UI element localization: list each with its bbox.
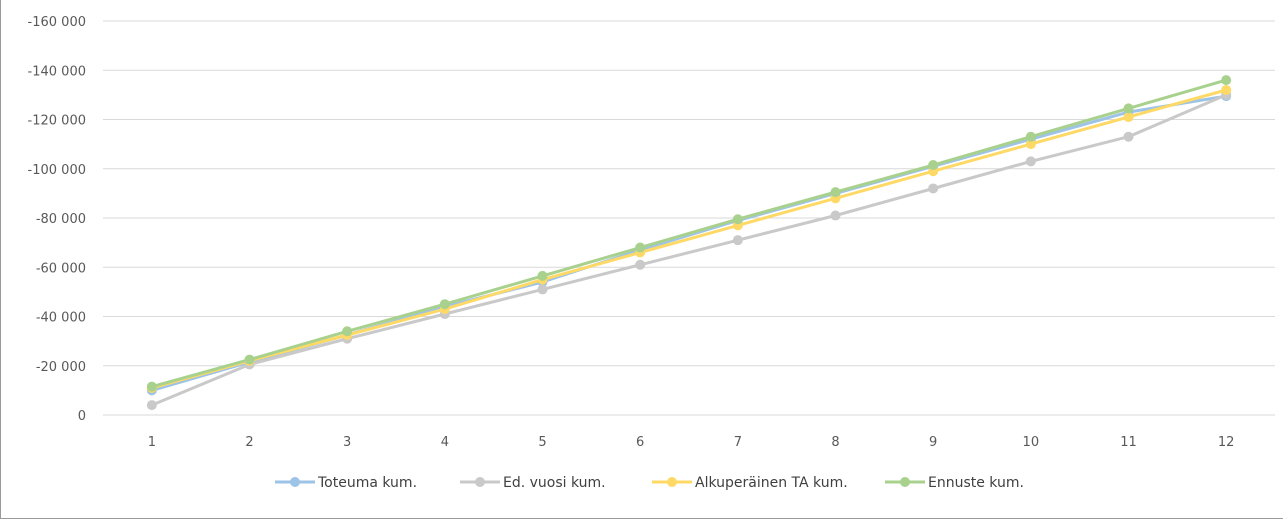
y-tick-label: 0 <box>78 409 86 424</box>
data-point <box>830 210 841 221</box>
x-tick-label: 4 <box>441 435 449 450</box>
y-tick-label: -160 000 <box>28 15 86 30</box>
legend-marker <box>475 477 485 487</box>
y-tick-label: -120 000 <box>28 114 86 129</box>
data-point <box>244 354 255 365</box>
y-axis-ticks: 0 -20 000 -40 000 -60 000 -80 000 -100 000 -12… <box>28 15 86 424</box>
series-line <box>150 88 1228 390</box>
x-tick-label: 9 <box>929 435 937 450</box>
x-tick-label: 6 <box>636 435 644 450</box>
legend-marker <box>900 477 910 487</box>
x-tick-label: 3 <box>343 435 351 450</box>
x-tick-label: 7 <box>734 435 742 450</box>
data-point <box>1221 75 1232 86</box>
x-tick-label: 12 <box>1218 435 1235 450</box>
legend-marker <box>667 477 677 487</box>
series-lines <box>146 75 1232 411</box>
data-point <box>537 284 548 295</box>
data-point <box>830 187 841 198</box>
legend-label: Ed. vuosi kum. <box>503 475 606 491</box>
series-4 <box>146 75 1232 392</box>
data-point <box>928 183 939 194</box>
legend-marker <box>290 477 300 487</box>
legend-item: Ed. vuosi kum. <box>460 475 606 491</box>
legend: Toteuma kum. Ed. vuosi kum. Alkuperäinen T… <box>275 475 1024 491</box>
data-point <box>537 270 548 281</box>
legend-item: Toteuma kum. <box>275 475 417 491</box>
data-point <box>439 299 450 310</box>
data-point <box>1123 112 1134 123</box>
data-point <box>146 381 157 392</box>
y-tick-label: -100 000 <box>28 163 86 178</box>
data-point <box>1123 103 1134 114</box>
data-point <box>1025 139 1036 150</box>
x-tick-label: 5 <box>538 435 546 450</box>
series-line <box>150 93 1228 407</box>
data-point <box>635 259 646 270</box>
y-tick-label: -80 000 <box>36 212 86 227</box>
series-line <box>150 78 1228 389</box>
x-tick-label: 1 <box>148 435 156 450</box>
data-point <box>732 214 743 225</box>
y-tick-label: -40 000 <box>36 311 86 326</box>
gridlines <box>103 20 1275 416</box>
series-2 <box>146 89 1232 411</box>
x-tick-label: 11 <box>1120 435 1137 450</box>
y-tick-label: -20 000 <box>36 360 86 375</box>
legend-label: Alkuperäinen TA kum. <box>695 475 848 491</box>
legend-item: Alkuperäinen TA kum. <box>652 475 848 491</box>
x-axis-ticks: 1 2 3 4 5 6 7 8 9 10 11 12 <box>148 435 1235 450</box>
y-tick-label: -60 000 <box>36 261 86 276</box>
x-tick-label: 2 <box>245 435 253 450</box>
data-point <box>146 400 157 411</box>
legend-item: Ennuste kum. <box>885 475 1024 491</box>
data-point <box>732 235 743 246</box>
x-tick-label: 8 <box>831 435 839 450</box>
data-point <box>928 160 939 171</box>
legend-label: Toteuma kum. <box>317 475 417 491</box>
data-point <box>1221 84 1232 95</box>
data-point <box>342 326 353 337</box>
y-tick-label: -140 000 <box>28 64 86 79</box>
data-point <box>1025 156 1036 167</box>
data-point <box>1025 131 1036 142</box>
x-tick-label: 10 <box>1023 435 1040 450</box>
legend-label: Ennuste kum. <box>928 475 1024 491</box>
data-point <box>1123 131 1134 142</box>
data-point <box>635 242 646 253</box>
